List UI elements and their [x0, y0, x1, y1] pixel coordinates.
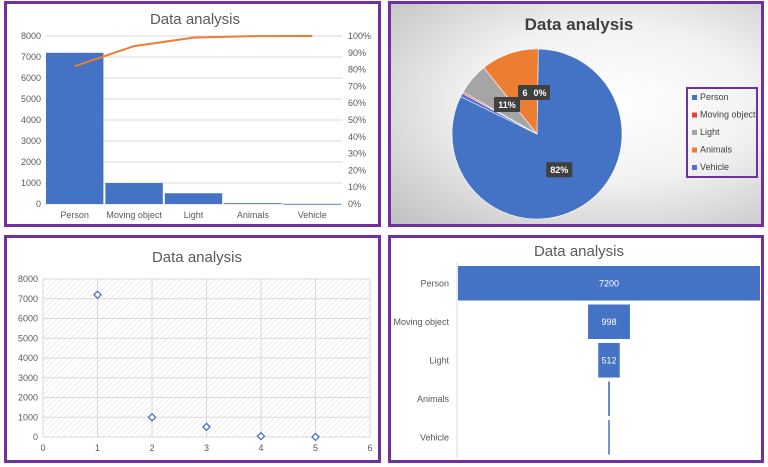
- y2-tick-label: 90%: [348, 48, 366, 58]
- chart-title: Data analysis: [150, 11, 240, 28]
- legend-label: Moving object: [700, 110, 756, 120]
- category-label: Vehicle: [420, 432, 449, 442]
- x-tick-label: 2: [149, 443, 154, 453]
- x-tick-label: Vehicle: [298, 210, 327, 220]
- data-label: 7200: [599, 278, 619, 288]
- data-label-box: [494, 97, 520, 112]
- y-tick-label: 0: [36, 199, 41, 209]
- funnel-chart: Data analysis 7200 998 512 Person Moving ob…: [393, 243, 760, 458]
- chart-title: Data analysis: [152, 249, 242, 266]
- legend-box: [686, 87, 758, 178]
- y2-tick-label: 30%: [348, 149, 366, 159]
- funnel-chart-panel: Data analysis 7200 998 512 Person Moving ob…: [388, 235, 764, 463]
- legend-label: Animals: [700, 145, 733, 155]
- category-label: Person: [420, 278, 449, 288]
- legend-swatch: [692, 130, 697, 135]
- y2-tick-label: 0%: [348, 199, 361, 209]
- legend-swatch: [692, 95, 697, 100]
- scatter-chart: Data analysis 0 1000 2000 3000 4000 5000 6000 7…: [18, 249, 373, 453]
- chart-title: Data analysis: [534, 243, 624, 260]
- y-tick-label: 1000: [18, 412, 38, 422]
- data-label: 11%: [498, 100, 516, 110]
- data-point: [202, 422, 211, 432]
- scatter-chart-panel: Data analysis 0 1000 2000 3000 4000 5000 6000 7…: [4, 235, 381, 463]
- x-tick-label: Animals: [237, 210, 270, 220]
- y-tick-label: 6000: [18, 314, 38, 324]
- bar: [164, 193, 223, 204]
- y-tick-label: 6000: [21, 73, 41, 83]
- category-label: Animals: [417, 394, 450, 404]
- data-label: 82%: [550, 165, 568, 175]
- data-label: 998: [601, 317, 616, 327]
- data-point: [93, 290, 102, 300]
- y-tick-label: 2000: [18, 393, 38, 403]
- funnel-bar: [608, 381, 610, 416]
- pie-slice: [483, 48, 539, 135]
- y-tick-label: 4000: [18, 353, 38, 363]
- y2-tick-label: 80%: [348, 65, 366, 75]
- data-label: 6: [522, 88, 527, 98]
- data-point: [256, 431, 266, 441]
- data-label-box: [518, 85, 532, 100]
- legend-swatch: [692, 165, 697, 170]
- y2-tick-label: 60%: [348, 98, 366, 108]
- bar: [46, 52, 104, 204]
- funnel-bar: [458, 266, 760, 301]
- cumulative-line: [74, 35, 313, 68]
- pie-chart-panel: Data analysis 82% 6 11% 0% Person Moving obj…: [388, 1, 764, 227]
- data-label-box: [530, 85, 550, 100]
- data-label: 512: [601, 355, 616, 365]
- y-tick-label: 7000: [18, 294, 38, 304]
- y2-tick-label: 10%: [348, 182, 366, 192]
- data-label-box: [546, 162, 573, 178]
- x-tick-label: Light: [184, 210, 204, 220]
- legend-label: Light: [700, 127, 720, 137]
- y2-tick-label: 20%: [348, 165, 366, 175]
- data-point: [311, 432, 320, 442]
- y-tick-label: 7000: [21, 52, 41, 62]
- funnel-bar: [598, 343, 620, 378]
- funnel-bar: [608, 420, 610, 455]
- data-label: 0%: [533, 88, 546, 98]
- pareto-chart-panel: Data analysis 0 1000 2000 3000 4000 5000 6000 7…: [4, 1, 381, 227]
- y-tick-label: 5000: [21, 94, 41, 104]
- category-label: Moving object: [393, 317, 449, 327]
- y-tick-label: 3000: [18, 373, 38, 383]
- legend-label: Person: [700, 92, 729, 102]
- y-tick-label: 1000: [21, 178, 41, 188]
- x-tick-label: Person: [60, 210, 89, 220]
- x-tick-label: 6: [367, 443, 372, 453]
- bar: [224, 203, 282, 204]
- x-tick-label: 5: [313, 443, 318, 453]
- x-tick-label: 4: [258, 443, 263, 453]
- y-tick-label: 0: [33, 432, 38, 442]
- y-tick-label: 8000: [18, 274, 38, 284]
- y2-tick-label: 100%: [348, 31, 371, 41]
- x-tick-label: 1: [95, 443, 100, 453]
- x-tick-label: 0: [40, 443, 45, 453]
- y-tick-label: 2000: [21, 157, 41, 167]
- category-label: Light: [429, 355, 449, 365]
- x-tick-label: Moving object: [106, 210, 162, 220]
- y-tick-label: 4000: [21, 115, 41, 125]
- x-tick-label: 3: [204, 443, 209, 453]
- legend-label: Vehicle: [700, 162, 729, 172]
- chart-title: Data analysis: [525, 15, 634, 34]
- pareto-chart: Data analysis 0 1000 2000 3000 4000 5000 6000 7…: [21, 11, 371, 220]
- y-tick-label: 3000: [21, 136, 41, 146]
- y-tick-label: 8000: [21, 31, 41, 41]
- y2-tick-label: 70%: [348, 81, 366, 91]
- bar: [283, 203, 341, 205]
- bar: [105, 183, 163, 204]
- funnel-bar: [588, 304, 630, 339]
- data-point: [147, 412, 157, 422]
- pie-slice: [460, 92, 538, 135]
- y-tick-label: 5000: [18, 333, 38, 343]
- y2-tick-label: 40%: [348, 132, 366, 142]
- pie-chart: Data analysis 82% 6 11% 0% Person Moving obj…: [451, 15, 758, 220]
- legend-swatch: [692, 147, 697, 153]
- legend-swatch: [692, 112, 697, 118]
- y2-tick-label: 50%: [348, 115, 366, 125]
